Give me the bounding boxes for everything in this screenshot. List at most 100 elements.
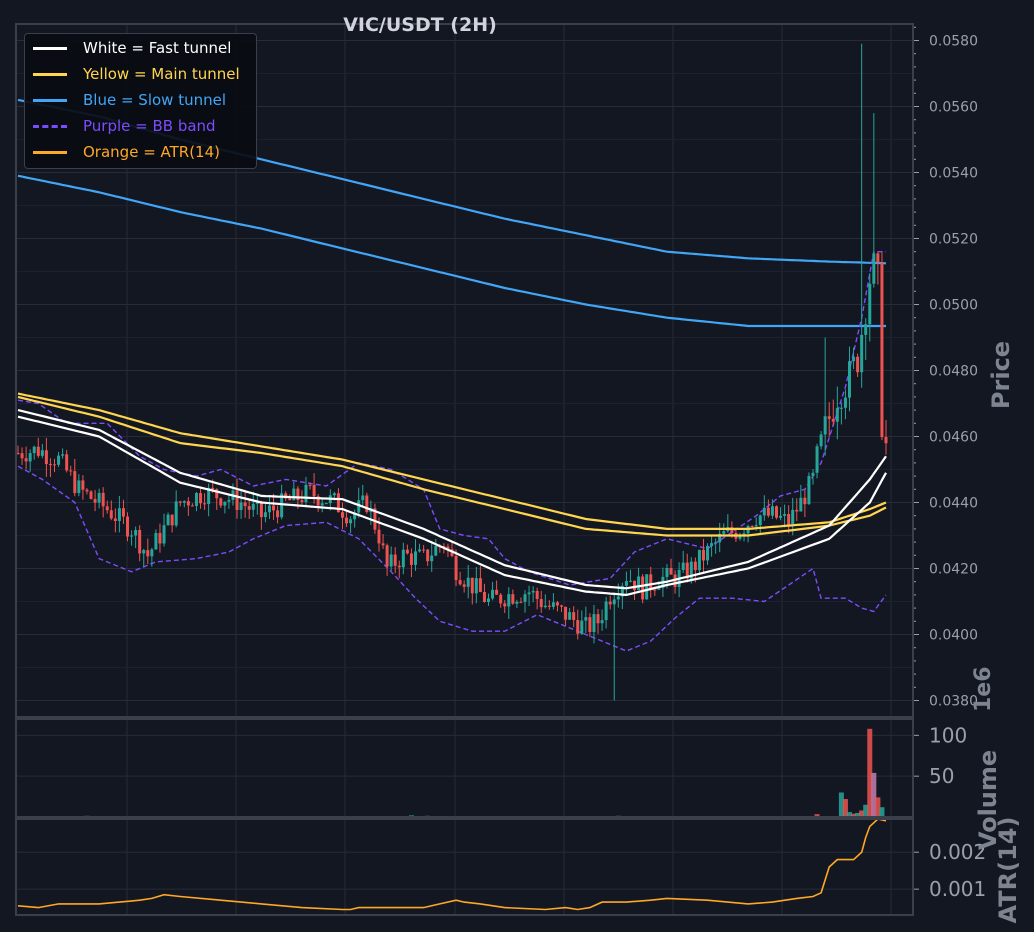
candle-body — [795, 509, 799, 512]
volume-bar — [842, 799, 848, 817]
candle-body — [815, 446, 819, 473]
candle-body — [235, 490, 239, 510]
candle-body — [811, 472, 815, 476]
candle-body — [783, 513, 787, 516]
candle-body — [405, 549, 409, 554]
atr-tick-label: 0.002 — [929, 840, 986, 864]
candle-body — [280, 493, 284, 518]
candle-body — [69, 470, 73, 472]
price-tick-label: 0.0480 — [929, 364, 978, 380]
price-tick-label: 0.0380 — [929, 694, 978, 710]
volume-axis-label: Volume — [974, 750, 1002, 850]
candle-body — [166, 514, 170, 526]
candle-body — [219, 498, 223, 506]
candle-body — [121, 508, 125, 517]
candle-body — [766, 507, 770, 516]
candle-body — [276, 510, 280, 518]
candle-body — [466, 577, 470, 587]
candle-body — [555, 602, 559, 606]
candle-body — [624, 581, 628, 586]
candle-body — [134, 530, 138, 536]
candle-body — [53, 464, 57, 466]
candle-body — [203, 503, 207, 505]
candle-body — [799, 497, 803, 512]
candle-body — [263, 512, 267, 518]
candle-body — [628, 580, 632, 582]
candle-body — [304, 484, 308, 503]
candle-body — [178, 501, 182, 503]
candle-body — [361, 495, 365, 501]
candle-body — [612, 599, 616, 605]
candle-body — [345, 517, 349, 524]
price-tick-label: 0.0580 — [929, 34, 978, 50]
volume-bar — [814, 814, 820, 817]
candle-body — [16, 453, 20, 454]
candle-body — [819, 434, 823, 447]
candle-body — [227, 499, 231, 502]
candle-body — [588, 617, 592, 632]
candle-body — [413, 551, 417, 565]
candle-body — [807, 475, 811, 505]
candle-body — [531, 590, 535, 593]
candle-body — [539, 599, 543, 608]
candle-body — [474, 578, 478, 594]
candle-body — [507, 594, 511, 607]
candle-body — [272, 505, 276, 511]
candle-body — [527, 592, 531, 595]
candle-body — [397, 565, 401, 568]
candle-body — [434, 546, 438, 556]
axes-layer: 0.0380 0.0400 0.0420 0.0440 0.0460 0.0480 0.05… — [15, 23, 996, 916]
candle-body — [568, 612, 572, 620]
fast-tunnel-upper-line — [17, 409, 887, 590]
candle-body — [685, 562, 689, 579]
candle-body — [243, 502, 247, 507]
candle-body — [259, 501, 263, 518]
volume-bar — [859, 810, 865, 817]
price-axis-label: Price — [987, 341, 1015, 409]
candle-body — [162, 525, 166, 544]
candle-body — [357, 500, 361, 513]
candle-body — [158, 532, 162, 544]
candle-body — [543, 605, 547, 608]
atr-axis-label: ATR(14) — [994, 817, 1022, 924]
candle-body — [478, 578, 482, 592]
candle-body — [876, 253, 880, 263]
atr-panel-frame — [15, 818, 914, 916]
candle-body — [519, 601, 523, 603]
candle-body — [255, 501, 259, 504]
volume-panel-frame — [15, 718, 914, 818]
main-tunnel-lower-line — [17, 395, 887, 537]
candle-body — [320, 503, 324, 506]
legend-entry-fast-tunnel: White = Fast tunnel — [31, 37, 231, 59]
legend-label: Orange = ATR(14) — [83, 143, 220, 161]
candle-body — [754, 525, 758, 527]
candle-body — [296, 488, 300, 501]
main-tunnel-upper-line — [17, 392, 887, 530]
candle-body — [190, 505, 194, 507]
candle-body — [551, 602, 555, 607]
candle-body — [93, 498, 97, 503]
candle-body — [762, 507, 766, 516]
candle-body — [580, 620, 584, 634]
candle-body — [401, 549, 405, 568]
candle-body — [418, 549, 422, 552]
candle-body — [835, 408, 839, 422]
candle-body — [750, 525, 754, 527]
candle-body — [499, 594, 503, 604]
candle-body — [223, 501, 227, 506]
candle-body — [373, 508, 377, 530]
candle-body — [409, 553, 413, 565]
candle-body — [730, 527, 734, 533]
candle-body — [600, 620, 604, 624]
candle-body — [491, 589, 495, 599]
series-layer — [16, 43, 888, 911]
candle-body — [142, 550, 146, 554]
candle-body — [324, 503, 328, 505]
volume-bar — [867, 728, 873, 817]
candle-body — [365, 495, 369, 513]
candle-body — [511, 594, 515, 604]
legend-swatch-atr — [31, 145, 69, 159]
price-panel-frame — [15, 23, 914, 718]
legend-swatch-slow-tunnel — [31, 93, 69, 107]
candle-body — [847, 361, 851, 398]
